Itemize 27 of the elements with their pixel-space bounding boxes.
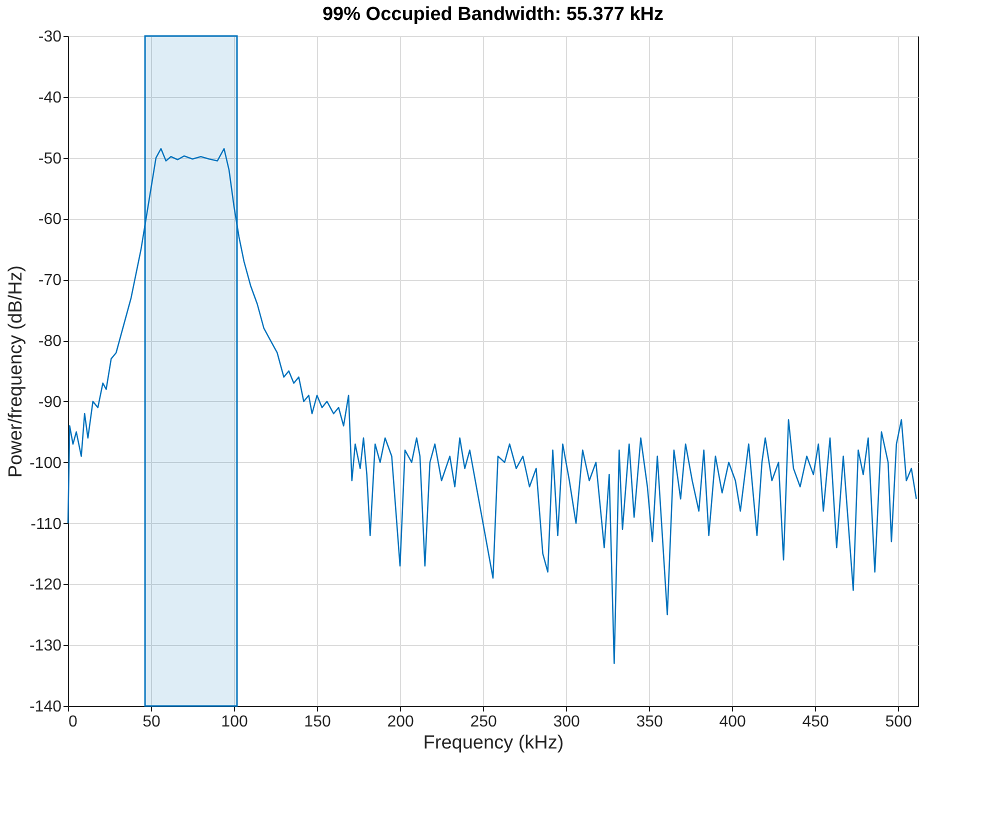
x-tick-label: 500 [885,714,912,730]
y-tick-label: -80 [38,333,62,350]
y-tick-label: -100 [29,454,62,472]
y-tick-label: -110 [30,516,62,533]
x-tick-label: 250 [470,714,497,730]
x-tick-label: 150 [304,714,331,730]
chart-title: 99% Occupied Bandwidth: 55.377 kHz [322,4,664,25]
y-tick-label: -130 [29,638,62,655]
y-tick-label: -30 [38,28,62,46]
y-tick-label: -140 [29,698,62,716]
x-tick-label: 300 [553,714,580,730]
y-tick-label: -60 [38,211,62,228]
y-axis-title: Power/frequency (dB/Hz) [5,265,26,478]
x-axis-title: Frequency (kHz) [423,732,564,754]
x-tick-label: 350 [636,714,663,730]
y-tick-label: -50 [38,150,62,168]
x-tick-label: 400 [719,714,746,730]
y-tick-label: -70 [38,272,62,290]
x-tick-label: 450 [802,714,830,730]
x-tick-label: 100 [221,714,248,730]
y-tick-label: -40 [38,89,62,106]
y-tick-label: -120 [29,576,62,594]
line-series [67,148,917,664]
x-tick-label: 50 [142,714,161,730]
y-tick-label: -90 [38,394,62,411]
x-tick-label: 200 [387,714,414,730]
x-tick-label: 0 [68,714,78,730]
